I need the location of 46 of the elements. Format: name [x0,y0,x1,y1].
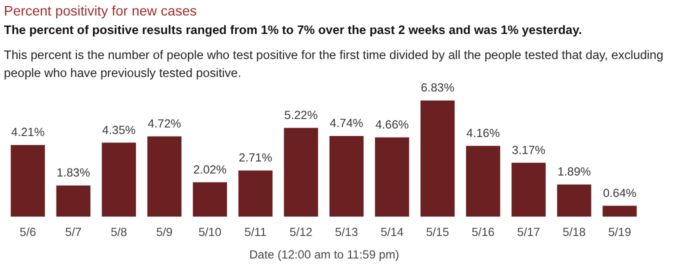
data-label: 4.66% [375,118,410,132]
x-tick-label: 5/10 [198,224,222,239]
data-label: 5.22% [284,108,318,122]
x-tick-label: 5/19 [608,224,632,239]
bar [420,100,455,217]
data-label: 2.02% [193,162,228,176]
data-label: 0.64% [602,186,637,200]
bar [192,182,228,217]
data-label: 2.71% [238,150,273,165]
bar [102,142,136,217]
x-tick-label: 5/15 [426,224,450,239]
bar [329,136,364,217]
x-tick-label: 5/18 [562,224,586,239]
bar [284,128,318,217]
bar [602,206,637,217]
x-tick-label: 5/16 [472,224,496,239]
x-tick-label: 5/7 [65,224,82,239]
data-label: 4.16% [466,126,500,140]
bar [466,146,500,217]
x-tick-label: 5/9 [156,224,173,239]
bar [56,186,90,217]
x-tick-label: 5/13 [335,224,358,239]
data-label: 4.21% [11,125,46,140]
x-axis-title: Date (12:00 am to 11:59 pm) [249,247,400,262]
x-tick-label: 5/14 [380,224,404,239]
data-label: 4.35% [102,122,136,137]
chart-title: Percent positivity for new cases [4,3,197,18]
x-tick-label: 5/11 [244,224,267,239]
bar [557,184,592,217]
chart-subtitle: The percent of positive results ranged from 1% to 7% over the past 2 weeks and was 1% yesterday. [4,23,582,38]
data-label: 1.83% [56,166,91,180]
x-tick-label: 5/6 [20,224,36,239]
bar [147,136,182,217]
data-label: 4.72% [148,116,182,131]
data-label: 1.89% [557,164,592,179]
text: This percent is the number of people who test positive for the first time divided by all the people tested that day, excluding people who have previously tested positive. [4,48,664,80]
data-label: 4.74% [330,116,364,130]
data-label: 6.83% [420,80,455,95]
x-tick-label: 5/12 [290,224,312,239]
x-tick-label: 5/8 [110,224,128,239]
bar [374,137,410,217]
bar [238,170,273,217]
data-label: 3.17% [512,142,546,157]
bar [10,145,45,217]
x-tick-label: 5/17 [517,224,540,239]
bar [512,162,546,217]
